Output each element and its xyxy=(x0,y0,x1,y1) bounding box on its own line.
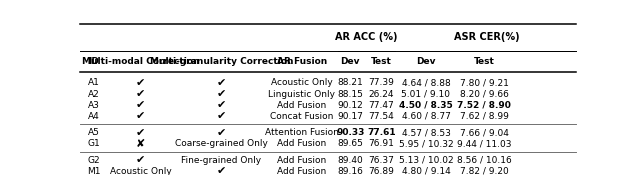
Text: Add Fusion: Add Fusion xyxy=(277,156,326,164)
Text: A5: A5 xyxy=(88,128,100,137)
Text: 77.54: 77.54 xyxy=(369,112,394,121)
Text: G2: G2 xyxy=(87,156,100,164)
Text: 89.65: 89.65 xyxy=(337,139,364,148)
Text: A3: A3 xyxy=(88,101,100,110)
Text: ✔: ✔ xyxy=(217,111,226,121)
Text: ✔: ✔ xyxy=(217,78,226,88)
Text: Dev: Dev xyxy=(340,57,360,66)
Text: Acoustic Only: Acoustic Only xyxy=(271,78,333,88)
Text: A1: A1 xyxy=(88,78,100,88)
Text: Add Fusion: Add Fusion xyxy=(277,139,326,148)
Text: A2: A2 xyxy=(88,90,99,99)
Text: 90.33: 90.33 xyxy=(336,128,365,137)
Text: Test: Test xyxy=(371,57,392,66)
Text: Linguistic Only: Linguistic Only xyxy=(268,90,335,99)
Text: AR ACC (%): AR ACC (%) xyxy=(335,32,397,42)
Text: 7.82 / 9.20: 7.82 / 9.20 xyxy=(460,167,509,175)
Text: 7.62 / 8.99: 7.62 / 8.99 xyxy=(460,112,509,121)
Text: 4.64 / 8.88: 4.64 / 8.88 xyxy=(401,78,451,88)
Text: ✔: ✔ xyxy=(217,89,226,99)
Text: AR Fusion: AR Fusion xyxy=(277,57,327,66)
Text: 77.47: 77.47 xyxy=(369,101,394,110)
Text: 88.15: 88.15 xyxy=(337,90,364,99)
Text: 89.40: 89.40 xyxy=(337,156,363,164)
Text: Multi-modal Correction: Multi-modal Correction xyxy=(82,57,200,66)
Text: Multi-granularity Correction: Multi-granularity Correction xyxy=(150,57,293,66)
Text: 89.16: 89.16 xyxy=(337,167,364,175)
Text: 5.13 / 10.02: 5.13 / 10.02 xyxy=(399,156,453,164)
Text: 76.91: 76.91 xyxy=(369,139,394,148)
Text: Dev: Dev xyxy=(416,57,436,66)
Text: ✔: ✔ xyxy=(217,100,226,110)
Text: M1: M1 xyxy=(87,167,100,175)
Text: ✔: ✔ xyxy=(136,111,145,121)
Text: 9.44 / 11.03: 9.44 / 11.03 xyxy=(457,139,511,148)
Text: 76.37: 76.37 xyxy=(369,156,394,164)
Text: ✔: ✔ xyxy=(217,128,226,138)
Text: ✔: ✔ xyxy=(136,128,145,138)
Text: Coarse-grained Only: Coarse-grained Only xyxy=(175,139,268,148)
Text: 7.80 / 9.21: 7.80 / 9.21 xyxy=(460,78,509,88)
Text: 4.80 / 9.14: 4.80 / 9.14 xyxy=(401,167,451,175)
Text: 77.39: 77.39 xyxy=(369,78,394,88)
Text: 4.57 / 8.53: 4.57 / 8.53 xyxy=(401,128,451,137)
Text: Fine-grained Only: Fine-grained Only xyxy=(181,156,261,164)
Text: 90.17: 90.17 xyxy=(337,112,364,121)
Text: 5.95 / 10.32: 5.95 / 10.32 xyxy=(399,139,453,148)
Text: ✘: ✘ xyxy=(136,139,145,149)
Text: 26.24: 26.24 xyxy=(369,90,394,99)
Text: Test: Test xyxy=(474,57,495,66)
Text: 4.60 / 8.77: 4.60 / 8.77 xyxy=(401,112,451,121)
Text: 7.66 / 9.04: 7.66 / 9.04 xyxy=(460,128,509,137)
Text: Add Fusion: Add Fusion xyxy=(277,101,326,110)
Text: Add Fusion: Add Fusion xyxy=(277,167,326,175)
Text: ✔: ✔ xyxy=(136,78,145,88)
Text: ID: ID xyxy=(88,57,99,66)
Text: Concat Fusion: Concat Fusion xyxy=(270,112,333,121)
Text: 4.50 / 8.35: 4.50 / 8.35 xyxy=(399,101,453,110)
Text: 76.89: 76.89 xyxy=(369,167,394,175)
Text: 8.20 / 9.66: 8.20 / 9.66 xyxy=(460,90,509,99)
Text: ✔: ✔ xyxy=(136,89,145,99)
Text: 88.21: 88.21 xyxy=(337,78,363,88)
Text: 90.12: 90.12 xyxy=(337,101,363,110)
Text: A4: A4 xyxy=(88,112,99,121)
Text: Attention Fusion: Attention Fusion xyxy=(265,128,339,137)
Text: G1: G1 xyxy=(87,139,100,148)
Text: 8.56 / 10.16: 8.56 / 10.16 xyxy=(457,156,511,164)
Text: ✔: ✔ xyxy=(136,155,145,165)
Text: ✔: ✔ xyxy=(136,100,145,110)
Text: 5.01 / 9.10: 5.01 / 9.10 xyxy=(401,90,451,99)
Text: ASR CER(%): ASR CER(%) xyxy=(454,32,520,42)
Text: ✔: ✔ xyxy=(217,166,226,175)
Text: 7.52 / 8.90: 7.52 / 8.90 xyxy=(458,101,511,110)
Text: Acoustic Only: Acoustic Only xyxy=(110,167,172,175)
Text: 77.61: 77.61 xyxy=(367,128,396,137)
